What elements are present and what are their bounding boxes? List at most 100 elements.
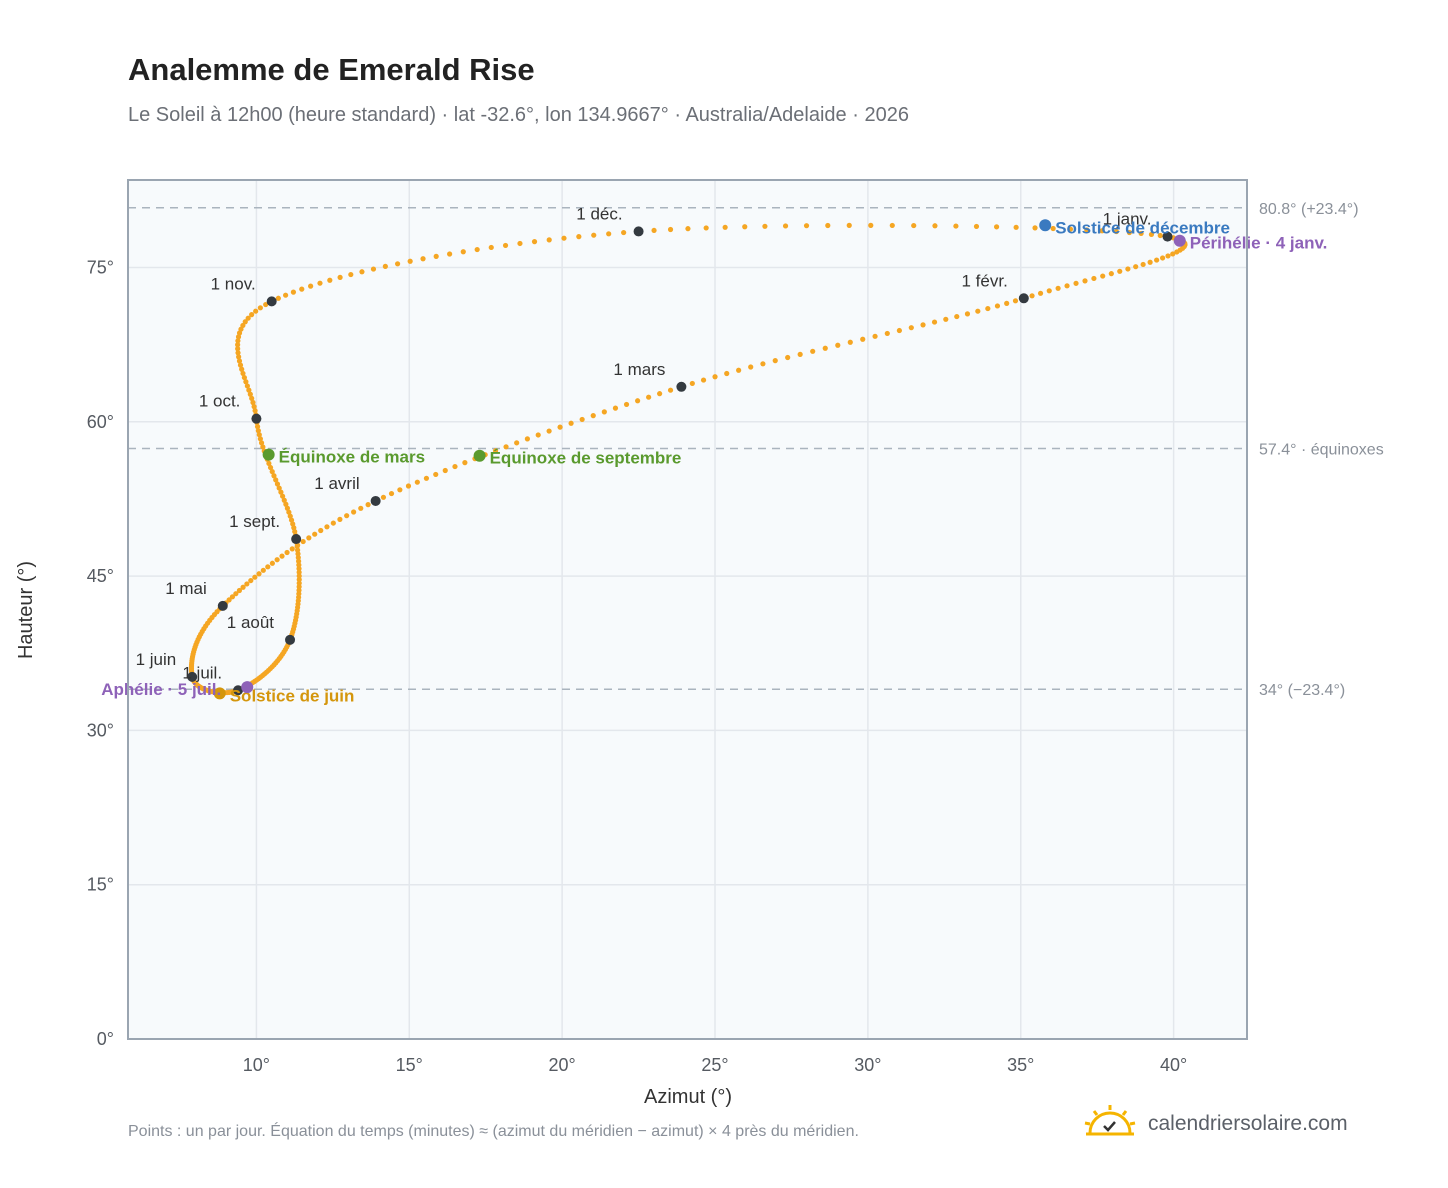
daily-sun-point xyxy=(546,237,552,243)
daily-sun-point xyxy=(330,520,336,526)
daily-sun-point xyxy=(359,269,365,275)
daily-sun-point xyxy=(237,362,244,368)
daily-sun-point xyxy=(488,244,494,251)
daily-sun-point xyxy=(286,509,292,515)
daily-sun-point xyxy=(1148,231,1155,238)
daily-sun-point xyxy=(797,351,803,357)
daily-sun-point xyxy=(240,370,246,377)
daily-sun-point xyxy=(442,467,448,474)
daily-sun-point xyxy=(568,420,574,426)
grid-lines xyxy=(128,180,1247,1040)
daily-sun-point xyxy=(782,223,789,229)
daily-sun-point xyxy=(235,346,241,352)
month-marker xyxy=(370,495,381,506)
daily-sun-point xyxy=(414,479,420,485)
daily-sun-point xyxy=(308,283,314,289)
daily-sun-point xyxy=(994,303,1001,309)
daily-sun-point xyxy=(265,564,271,570)
daily-sun-point xyxy=(1029,293,1035,299)
daily-sun-point xyxy=(278,489,284,495)
daily-sun-point xyxy=(284,549,290,556)
daily-sun-point xyxy=(289,546,295,552)
event-marker xyxy=(262,448,275,461)
brand[interactable]: calendriersolaire.com xyxy=(1082,1103,1348,1144)
daily-sun-point xyxy=(703,225,709,231)
chart-subtitle: Le Soleil à 12h00 (heure standard) · lat… xyxy=(128,104,909,126)
daily-sun-point xyxy=(296,569,302,575)
daily-sun-point xyxy=(420,256,426,262)
daily-sun-point xyxy=(1046,288,1052,294)
month-marker xyxy=(266,296,277,307)
reference-lines: 80.8° (+23.4°) 57.4° · équinoxes 34° (−23.… xyxy=(128,201,1384,699)
daily-sun-point xyxy=(1055,285,1061,291)
daily-sun-point xyxy=(324,524,330,530)
daily-sun-point xyxy=(1108,271,1114,277)
daily-sun-point xyxy=(700,377,707,383)
daily-sun-point xyxy=(269,469,275,475)
daily-sun-point xyxy=(748,364,754,370)
daily-sun-point xyxy=(365,502,371,508)
daily-sun-point xyxy=(621,229,627,236)
daily-sun-point xyxy=(954,313,960,320)
event-label: Équinoxe de mars xyxy=(279,448,425,467)
daily-sun-point xyxy=(896,327,902,334)
daily-sun-point xyxy=(810,348,816,354)
month-marker-label: 1 janv. xyxy=(1103,210,1152,229)
daily-sun-point xyxy=(742,224,748,230)
daily-sun-point xyxy=(1133,264,1139,270)
daily-sun-point xyxy=(579,416,585,423)
daily-sun-point xyxy=(244,383,250,389)
x-axis-ticks: 10° 15° 20° 25° 30° 35° 40° xyxy=(243,1055,1187,1075)
daily-sun-point xyxy=(1004,300,1010,306)
daily-sun-point xyxy=(382,263,388,269)
month-marker-label: 1 août xyxy=(227,613,275,632)
daily-sun-point xyxy=(253,308,259,314)
daily-sun-point xyxy=(271,473,277,479)
daily-sun-point xyxy=(724,370,730,377)
daily-sun-point xyxy=(712,374,718,380)
daily-sun-point xyxy=(785,354,791,361)
daily-sun-point xyxy=(517,240,523,247)
daily-sun-point xyxy=(243,379,249,385)
month-marker xyxy=(285,634,296,645)
daily-sun-point xyxy=(1140,261,1146,268)
daily-sun-point xyxy=(1126,229,1133,236)
daily-sun-point xyxy=(337,274,343,280)
daily-sun-point xyxy=(287,513,293,519)
daily-sun-point xyxy=(1100,273,1106,279)
daily-sun-point xyxy=(250,399,256,406)
daily-sun-point xyxy=(351,509,357,515)
daily-sun-point xyxy=(667,387,674,393)
daily-sun-point xyxy=(1050,225,1056,232)
daily-sun-point xyxy=(388,490,395,497)
daily-sun-point xyxy=(514,440,520,446)
month-marker xyxy=(676,381,687,392)
daily-sun-point xyxy=(290,289,297,295)
daily-sun-point xyxy=(943,316,949,322)
daily-sun-point xyxy=(236,354,242,360)
y-tick-label: 60° xyxy=(87,412,114,432)
x-axis-title: Azimut (°) xyxy=(644,1086,732,1108)
daily-sun-point xyxy=(760,361,766,367)
daily-sun-point xyxy=(380,494,387,500)
daily-sun-point xyxy=(258,440,265,446)
daily-sun-point xyxy=(252,408,258,414)
daily-sun-point xyxy=(1032,225,1038,231)
daily-sun-point xyxy=(623,401,630,408)
reference-line-label: 57.4° · équinoxes xyxy=(1259,442,1384,459)
daily-sun-point xyxy=(576,234,582,240)
daily-sun-point xyxy=(256,432,262,438)
daily-sun-point xyxy=(235,350,241,356)
month-marker xyxy=(187,671,198,682)
daily-sun-point xyxy=(847,339,853,345)
plot-background xyxy=(128,180,1247,1039)
daily-sun-point xyxy=(762,223,768,229)
event-label: Solstice de juin xyxy=(230,686,355,705)
y-tick-label: 30° xyxy=(87,720,114,740)
month-marker-label: 1 mai xyxy=(165,579,207,598)
daily-sun-point xyxy=(273,477,279,483)
daily-sun-point xyxy=(235,338,241,344)
daily-sun-point xyxy=(235,342,241,348)
x-tick-label: 20° xyxy=(549,1055,576,1075)
